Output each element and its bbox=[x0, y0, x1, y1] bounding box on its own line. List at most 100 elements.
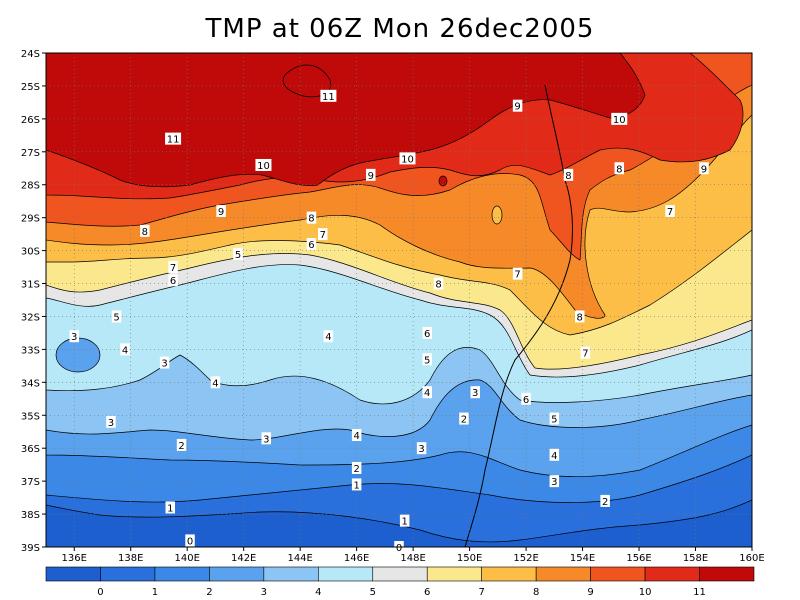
contour-label-box bbox=[699, 162, 709, 175]
x-tick-label: 154E bbox=[570, 553, 595, 564]
contour-label-box bbox=[614, 162, 625, 175]
contour-label: 7 bbox=[514, 270, 520, 281]
contour-label: 3 bbox=[108, 418, 114, 429]
contour-label: 7 bbox=[582, 349, 588, 360]
y-tick-label: 29S bbox=[21, 214, 40, 225]
contour-cell-cold bbox=[55, 337, 101, 373]
contour-label: 8 bbox=[142, 227, 148, 238]
contour-label-box bbox=[306, 238, 317, 251]
contour-label-box bbox=[111, 310, 122, 323]
colorbar-label: 7 bbox=[479, 587, 485, 598]
y-tick-label: 38S bbox=[21, 510, 40, 521]
y-tick-label: 34S bbox=[21, 378, 40, 389]
contour-label: 1 bbox=[401, 517, 407, 528]
y-tick-label: 30S bbox=[21, 247, 40, 258]
colorbar-swatch bbox=[372, 566, 428, 582]
y-tick-label: 27S bbox=[21, 148, 40, 159]
colorbar-label: 9 bbox=[587, 587, 593, 598]
colorbar-swatch bbox=[154, 566, 210, 582]
contour-label-box bbox=[176, 438, 187, 451]
contour-label: 6 bbox=[308, 240, 314, 251]
contour-label-box bbox=[185, 534, 195, 547]
contour-label-box bbox=[549, 412, 560, 425]
contour-label-box bbox=[216, 205, 226, 218]
colorbar-swatch bbox=[318, 566, 374, 582]
y-tick-label: 36S bbox=[21, 444, 40, 455]
contour-label: 7 bbox=[170, 263, 176, 274]
contour-label: 2 bbox=[178, 441, 184, 452]
colorbar-swatch bbox=[535, 566, 591, 582]
colorbar-label: 10 bbox=[639, 587, 652, 598]
contour-label: 3 bbox=[472, 388, 478, 399]
y-tick-label: 35S bbox=[21, 411, 40, 422]
colorbar-swatch bbox=[209, 566, 265, 582]
contour-label-box bbox=[399, 514, 410, 527]
contour-label: 4 bbox=[122, 345, 128, 356]
contour-label: 8 bbox=[577, 312, 583, 323]
x-tick-label: 142E bbox=[231, 553, 256, 564]
x-tick-label: 138E bbox=[118, 553, 143, 564]
contour-label: 7 bbox=[667, 207, 673, 218]
x-tick-label: 158E bbox=[683, 553, 708, 564]
contour-label: 11 bbox=[322, 92, 335, 103]
y-tick-label: 39S bbox=[21, 543, 40, 554]
x-tick-label: 136E bbox=[62, 553, 87, 564]
contour-label: 2 bbox=[353, 464, 359, 475]
colorbar-label: 8 bbox=[533, 587, 539, 598]
contour-label-box bbox=[159, 356, 170, 369]
contour-label: 3 bbox=[161, 359, 167, 370]
y-tick-label: 24S bbox=[21, 49, 40, 60]
contour-label-box bbox=[306, 211, 317, 224]
contour-label-box bbox=[563, 168, 574, 181]
y-tick-label: 31S bbox=[21, 280, 40, 291]
contour-label-box bbox=[422, 386, 432, 399]
contour-label-box bbox=[416, 442, 427, 455]
contour-label: 2 bbox=[602, 497, 608, 508]
contour-label: 7 bbox=[320, 230, 326, 241]
contour-label-box bbox=[366, 168, 376, 181]
contour-label-box bbox=[399, 152, 416, 165]
contour-label-box bbox=[549, 448, 560, 461]
colorbar-label: 4 bbox=[315, 587, 321, 598]
contour-label-box bbox=[165, 132, 182, 145]
contour-label: 3 bbox=[71, 332, 77, 343]
contour-label: 3 bbox=[263, 434, 269, 445]
colorbar-label: 1 bbox=[152, 587, 158, 598]
y-tick-label: 37S bbox=[21, 477, 40, 488]
contour-label-box bbox=[69, 330, 79, 343]
contour-label-box bbox=[574, 310, 585, 323]
colorbar-swatch bbox=[45, 566, 101, 582]
contour-label: 3 bbox=[418, 444, 424, 455]
contour-label: 2 bbox=[461, 415, 467, 426]
contour-label-box bbox=[255, 158, 272, 171]
contour-label: 8 bbox=[565, 171, 571, 182]
colorbar-label: 5 bbox=[370, 587, 376, 598]
colorbar-swatch bbox=[100, 566, 156, 582]
colorbar-label: 2 bbox=[206, 587, 212, 598]
contour-label: 9 bbox=[368, 171, 374, 182]
x-tick-label: 160E bbox=[739, 553, 764, 564]
colorbar-label: 11 bbox=[693, 587, 706, 598]
contour-label: 4 bbox=[325, 332, 331, 343]
contour-label-box bbox=[351, 478, 362, 491]
contour-label-box bbox=[261, 432, 272, 445]
contour-label: 11 bbox=[167, 135, 180, 146]
contour-label-box bbox=[422, 326, 432, 339]
contour-label: 6 bbox=[424, 329, 430, 340]
contour-label: 3 bbox=[551, 477, 557, 488]
coastline bbox=[464, 84, 573, 547]
colorbar-label: 6 bbox=[424, 587, 430, 598]
contour-label-box bbox=[433, 277, 444, 290]
contour-label-box bbox=[323, 330, 334, 343]
colorbar-swatch bbox=[590, 566, 646, 582]
contour-label-box bbox=[351, 461, 362, 474]
colorbar-swatch bbox=[263, 566, 319, 582]
contour-label-box bbox=[168, 261, 178, 274]
contour-label: 10 bbox=[401, 154, 414, 165]
contour-label-box bbox=[549, 475, 560, 488]
colorbar-label: 3 bbox=[261, 587, 267, 598]
contour-cell-small bbox=[438, 175, 448, 187]
contour-label-box bbox=[600, 494, 610, 507]
contour-label-box bbox=[422, 353, 432, 366]
